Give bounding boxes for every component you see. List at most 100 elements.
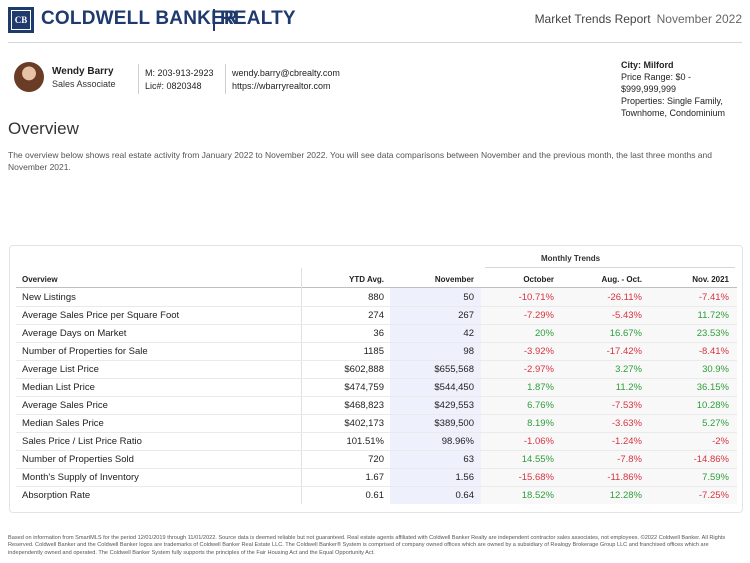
trend-columns-shade <box>481 287 737 504</box>
coldwell-banker-logo-icon: CB <box>8 7 34 33</box>
row-label: Month's Supply of Inventory <box>22 472 139 483</box>
col-header-ytd: YTD Avg. <box>349 275 384 284</box>
filter-price-range: Price Range: $0 - $999,999,999 <box>621 72 692 94</box>
table-row: Median Sales Price $402,173 $389,500 8.19% -… <box>0 415 750 433</box>
agent-avatar <box>14 62 44 92</box>
cell-y21: -7.41% <box>698 292 729 303</box>
report-title: Market Trends Report <box>534 12 651 26</box>
cell-nov: 98.96% <box>441 436 474 447</box>
cell-aug: -1.24% <box>611 436 642 447</box>
row-separator <box>16 360 737 361</box>
overview-title: Overview <box>8 119 79 138</box>
filter-properties: Properties: Single Family, Townhome, Con… <box>621 96 726 118</box>
agent-email[interactable]: wendy.barry@cbrealty.com <box>232 68 340 78</box>
cell-oct: 1.87% <box>527 382 554 393</box>
row-label: Absorption Rate <box>22 490 91 501</box>
brand-divider <box>213 9 215 31</box>
table-row: Average Sales Price $468,823 $429,553 6.76%… <box>0 397 750 415</box>
col-header-nov-2021: Nov. 2021 <box>692 275 729 284</box>
row-label: Average Days on Market <box>22 328 127 339</box>
table-row: New Listings 880 50 -10.71% -26.11% -7.41% <box>0 289 750 307</box>
monthly-trends-header: Monthly Trends <box>541 254 601 263</box>
row-label: Sales Price / List Price Ratio <box>22 436 142 447</box>
cell-ytd: 274 <box>368 310 384 321</box>
logo-mark-text: CB <box>11 10 31 30</box>
cell-ytd: 36 <box>373 328 384 339</box>
overview-intro: The overview below shows real estate act… <box>8 150 712 172</box>
row-label: Median List Price <box>22 382 95 393</box>
row-label: Number of Properties for Sale <box>22 346 148 357</box>
col-header-aug-oct: Aug. - Oct. <box>601 275 642 284</box>
cell-nov: 0.64 <box>455 490 475 501</box>
cell-oct: -7.29% <box>523 310 554 321</box>
table-header-rule <box>16 287 737 288</box>
cell-nov: 50 <box>463 292 474 303</box>
cell-y21: 10.28% <box>696 400 729 411</box>
november-column-shade <box>390 287 481 504</box>
row-label: New Listings <box>22 292 76 303</box>
contact-divider <box>225 64 226 94</box>
cell-oct: 20% <box>534 328 554 339</box>
report-date: November 2022 <box>656 12 742 26</box>
table-row: Month's Supply of Inventory 1.67 1.56 -15.6… <box>0 469 750 487</box>
cell-y21: 30.9% <box>702 364 729 375</box>
cell-ytd: $402,173 <box>344 418 384 429</box>
row-separator <box>16 414 737 415</box>
table-row: Average List Price $602,888 $655,568 -2.97%… <box>0 361 750 379</box>
cell-aug: 3.27% <box>615 364 642 375</box>
row-separator <box>16 306 737 307</box>
agent-phone-block: M: 203-913-2923 Lic#: 0820348 <box>145 67 214 93</box>
cell-nov: $389,500 <box>434 418 474 429</box>
table-row: Average Sales Price per Square Foot 274 26… <box>0 307 750 325</box>
row-label: Median Sales Price <box>22 418 104 429</box>
table-row: Average Days on Market 36 42 20% 16.67% 23.53… <box>0 325 750 343</box>
cell-aug: 12.28% <box>609 490 642 501</box>
cell-y21: 11.72% <box>697 310 729 321</box>
cell-aug: -26.11% <box>607 292 642 303</box>
cell-y21: 5.27% <box>702 418 729 429</box>
cell-oct: -10.71% <box>518 292 554 303</box>
brand-name: COLDWELL BANKER <box>41 8 238 29</box>
table-row: Number of Properties for Sale 1185 98 -3.92… <box>0 343 750 361</box>
cell-ytd: 1185 <box>363 346 384 357</box>
cell-nov: 1.56 <box>455 472 475 483</box>
col-header-overview: Overview <box>22 275 58 284</box>
cell-aug: 16.67% <box>609 328 642 339</box>
agent-name: Wendy Barry <box>52 66 114 77</box>
table-row: Median List Price $474,759 $544,450 1.87% 11… <box>0 379 750 397</box>
cell-nov: 98 <box>463 346 474 357</box>
footer-disclaimer: Based on information from SmartMLS for t… <box>8 535 726 556</box>
cell-nov: 42 <box>463 328 474 339</box>
cell-nov: 63 <box>463 454 474 465</box>
cell-oct: 14.55% <box>521 454 554 465</box>
cell-oct: -1.06% <box>523 436 554 447</box>
cell-oct: -2.97% <box>523 364 554 375</box>
agent-mobile: M: 203-913-2923 <box>145 68 214 78</box>
cell-nov: $655,568 <box>434 364 474 375</box>
cell-ytd: $602,888 <box>344 364 384 375</box>
row-separator <box>16 342 737 343</box>
cell-nov: $544,450 <box>434 382 474 393</box>
agent-website[interactable]: https://wbarryrealtor.com <box>232 81 331 91</box>
col-header-october: October <box>523 275 554 284</box>
cell-nov: 267 <box>458 310 474 321</box>
cell-oct: 8.19% <box>527 418 554 429</box>
row-label: Number of Properties Sold <box>22 454 134 465</box>
agent-license: Lic#: 0820348 <box>145 81 202 91</box>
cell-aug: -3.63% <box>611 418 642 429</box>
cell-y21: 7.59% <box>702 472 729 483</box>
agent-web-block: wendy.barry@cbrealty.com https://wbarryr… <box>232 67 340 93</box>
monthly-trends-rule <box>485 267 735 268</box>
cell-oct: -3.92% <box>523 346 554 357</box>
cell-y21: -7.25% <box>698 490 729 501</box>
table-row: Absorption Rate 0.61 0.64 18.52% 12.28% -7.25… <box>0 487 750 505</box>
cell-nov: $429,553 <box>434 400 474 411</box>
cell-oct: 18.52% <box>521 490 554 501</box>
cell-aug: -7.8% <box>617 454 642 465</box>
row-separator <box>16 468 737 469</box>
row-separator <box>16 486 737 487</box>
row-separator <box>16 378 737 379</box>
trends-table-frame <box>9 245 743 513</box>
report-filters: City: Milford Price Range: $0 - $999,999… <box>621 59 746 119</box>
cell-aug: -5.43% <box>611 310 642 321</box>
